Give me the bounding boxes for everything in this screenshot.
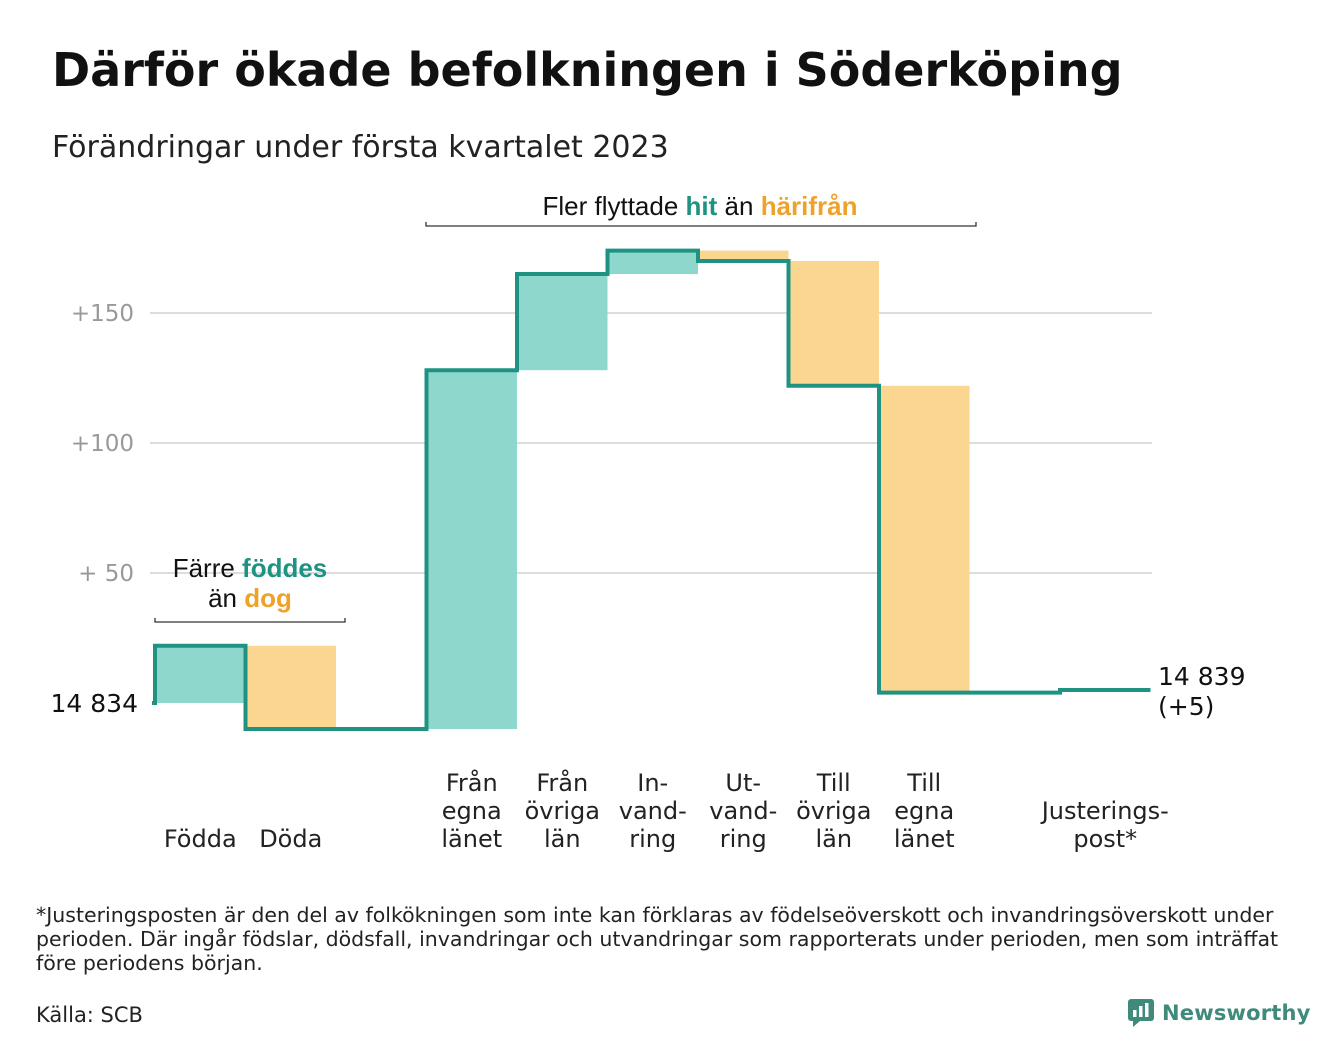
end-value-label: (+5) (1158, 692, 1214, 721)
births-bracket (154, 618, 346, 623)
bar (698, 250, 789, 261)
footnote: *Justeringsposten är den del av folkökni… (36, 903, 1279, 975)
bar (607, 250, 698, 274)
category-label: Till (816, 769, 851, 797)
category-label: Döda (259, 825, 322, 853)
bar (426, 370, 517, 729)
start-value-label: 14 834 (51, 689, 138, 718)
newsworthy-logo: Newsworthy (1128, 996, 1311, 1030)
category-label: länet (894, 825, 955, 853)
bar (879, 385, 970, 693)
category-label: Från (536, 768, 588, 797)
y-tick-label: +100 (71, 431, 134, 457)
category-label: Ut- (725, 769, 761, 797)
chart-title: Därför ökade befolkningen i Söderköping (52, 43, 1123, 97)
grid-lines (150, 312, 1152, 574)
births-annotation-line2: än dog (208, 583, 292, 613)
category-label: egna (894, 797, 954, 825)
category-label: In- (637, 769, 668, 797)
bar (517, 274, 608, 371)
category-label: vand- (619, 797, 687, 825)
category-label: ring (720, 825, 767, 853)
bar (788, 261, 879, 386)
category-label: län (815, 825, 852, 853)
chart-subtitle: Förändringar under första kvartalet 2023 (52, 130, 669, 165)
migration-annotation: Fler flyttade hit än härifrån (542, 191, 857, 221)
category-label: Justerings- (1040, 797, 1169, 825)
category-label: länet (441, 825, 502, 853)
category-label: vand- (709, 797, 777, 825)
y-tick-label: +150 (71, 301, 134, 327)
step-line (152, 248, 1151, 731)
category-label: övriga (525, 797, 600, 825)
category-label: län (544, 825, 581, 853)
bar (155, 645, 246, 703)
cumulative-line (152, 248, 1151, 731)
source-note: Källa: SCB (36, 1003, 143, 1027)
category-label: Från (446, 768, 498, 797)
category-label: övriga (796, 797, 871, 825)
category-label: Födda (164, 825, 237, 853)
category-label: Till (906, 769, 941, 797)
brand-name: Newsworthy (1162, 1001, 1311, 1025)
births-annotation-line1: Färre föddes (173, 553, 328, 583)
category-label: ring (629, 825, 676, 853)
bar (245, 645, 336, 729)
category-label: egna (442, 797, 502, 825)
category-label: post* (1073, 825, 1137, 853)
bars (155, 250, 970, 729)
newsworthy-icon (1128, 999, 1154, 1027)
end-value-label: 14 839 (1158, 662, 1245, 691)
migration-bracket (425, 222, 977, 227)
y-tick-label: + 50 (78, 561, 134, 587)
